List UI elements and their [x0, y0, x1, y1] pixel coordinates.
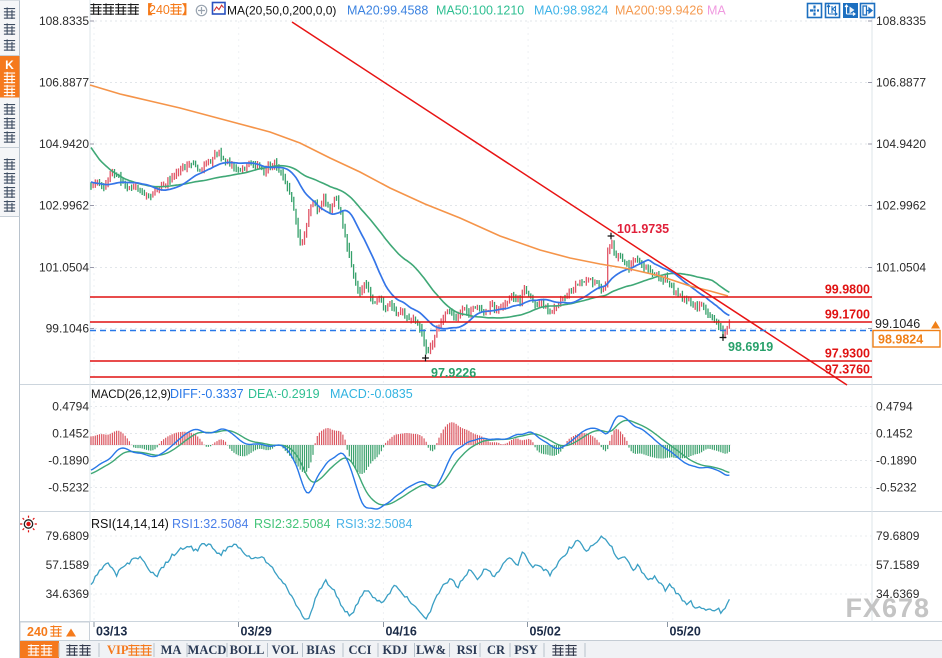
svg-text:104.9420: 104.9420: [39, 137, 89, 151]
svg-text:KDJ: KDJ: [383, 643, 408, 657]
svg-text:-0.5232: -0.5232: [876, 481, 917, 495]
svg-text:BOLL: BOLL: [230, 643, 265, 657]
svg-text:101.9735: 101.9735: [617, 222, 669, 236]
svg-text:0.4794: 0.4794: [876, 400, 913, 414]
svg-text:MA: MA: [161, 643, 182, 657]
svg-text:99.1046: 99.1046: [875, 317, 920, 331]
svg-text:CCI: CCI: [349, 643, 372, 657]
svg-text:MACD(26,12,9): MACD(26,12,9): [91, 389, 171, 401]
svg-text:97.9300: 97.9300: [825, 347, 870, 361]
svg-text:DEA:-0.2919: DEA:-0.2919: [248, 387, 320, 401]
svg-text:LW&: LW&: [416, 643, 446, 657]
svg-text:108.8335: 108.8335: [876, 14, 926, 28]
svg-text:0.4794: 0.4794: [52, 400, 89, 414]
svg-text:108.8335: 108.8335: [39, 14, 89, 28]
svg-text:MA200:99.9426: MA200:99.9426: [615, 4, 703, 18]
svg-text:98.6919: 98.6919: [728, 340, 773, 354]
svg-text:97.9226: 97.9226: [431, 366, 476, 380]
svg-text:MA50:100.1210: MA50:100.1210: [436, 4, 524, 18]
svg-text:106.8877: 106.8877: [39, 76, 89, 90]
svg-text:99.1046: 99.1046: [46, 322, 90, 336]
svg-text:BIAS: BIAS: [306, 643, 335, 657]
svg-text:-0.1890: -0.1890: [876, 454, 917, 468]
svg-text:104.9420: 104.9420: [876, 137, 926, 151]
svg-text:DIFF:-0.3337: DIFF:-0.3337: [170, 387, 244, 401]
svg-text:MA0:98.9824: MA0:98.9824: [534, 4, 608, 18]
svg-text:VIP: VIP: [107, 643, 129, 657]
svg-text:CR: CR: [487, 643, 506, 657]
svg-text:RSI: RSI: [457, 643, 478, 657]
svg-text:57.1589: 57.1589: [46, 558, 90, 572]
svg-text:79.6809: 79.6809: [876, 529, 920, 543]
svg-text:MACD: MACD: [188, 643, 227, 657]
svg-text:K: K: [5, 58, 14, 72]
svg-text:MACD:-0.0835: MACD:-0.0835: [330, 387, 413, 401]
svg-text:240: 240: [149, 3, 170, 17]
svg-text:99.9800: 99.9800: [825, 283, 870, 297]
svg-text:98.9824: 98.9824: [878, 333, 923, 347]
svg-text:34.6369: 34.6369: [46, 587, 90, 601]
svg-text:04/16: 04/16: [386, 625, 417, 639]
svg-text:106.8877: 106.8877: [876, 76, 926, 90]
svg-text:】: 】: [182, 2, 195, 17]
svg-text:05/20: 05/20: [670, 625, 701, 639]
svg-text:RSI2:32.5084: RSI2:32.5084: [254, 517, 330, 531]
svg-text:102.9962: 102.9962: [876, 199, 926, 213]
svg-text:03/13: 03/13: [96, 625, 127, 639]
svg-text:79.6809: 79.6809: [46, 529, 90, 543]
svg-text:57.1589: 57.1589: [876, 558, 920, 572]
svg-text:101.0504: 101.0504: [876, 261, 926, 275]
svg-text:RSI3:32.5084: RSI3:32.5084: [336, 517, 412, 531]
svg-text:-0.5232: -0.5232: [48, 481, 89, 495]
svg-text:97.3760: 97.3760: [825, 363, 870, 377]
svg-text:101.0504: 101.0504: [39, 261, 89, 275]
svg-text:RSI1:32.5084: RSI1:32.5084: [172, 517, 248, 531]
svg-text:MA(20,50,0,200,0,0): MA(20,50,0,200,0,0): [227, 4, 336, 18]
svg-text:102.9962: 102.9962: [39, 199, 89, 213]
svg-text:03/29: 03/29: [241, 625, 272, 639]
svg-text:34.6369: 34.6369: [876, 587, 920, 601]
svg-text:240: 240: [27, 625, 48, 639]
svg-text:MA: MA: [707, 4, 726, 18]
svg-text:PSY: PSY: [514, 643, 538, 657]
svg-text:VOL: VOL: [272, 643, 299, 657]
svg-text:FX678: FX678: [845, 593, 930, 623]
svg-text:0.1452: 0.1452: [876, 427, 913, 441]
svg-text:0.1452: 0.1452: [52, 427, 89, 441]
svg-text:RSI(14,14,14): RSI(14,14,14): [91, 517, 169, 531]
svg-text:【: 【: [140, 2, 153, 17]
svg-text:99.1700: 99.1700: [825, 308, 870, 322]
svg-text:-0.1890: -0.1890: [48, 454, 89, 468]
svg-text:05/02: 05/02: [530, 625, 561, 639]
svg-text:MA20:99.4588: MA20:99.4588: [347, 4, 428, 18]
